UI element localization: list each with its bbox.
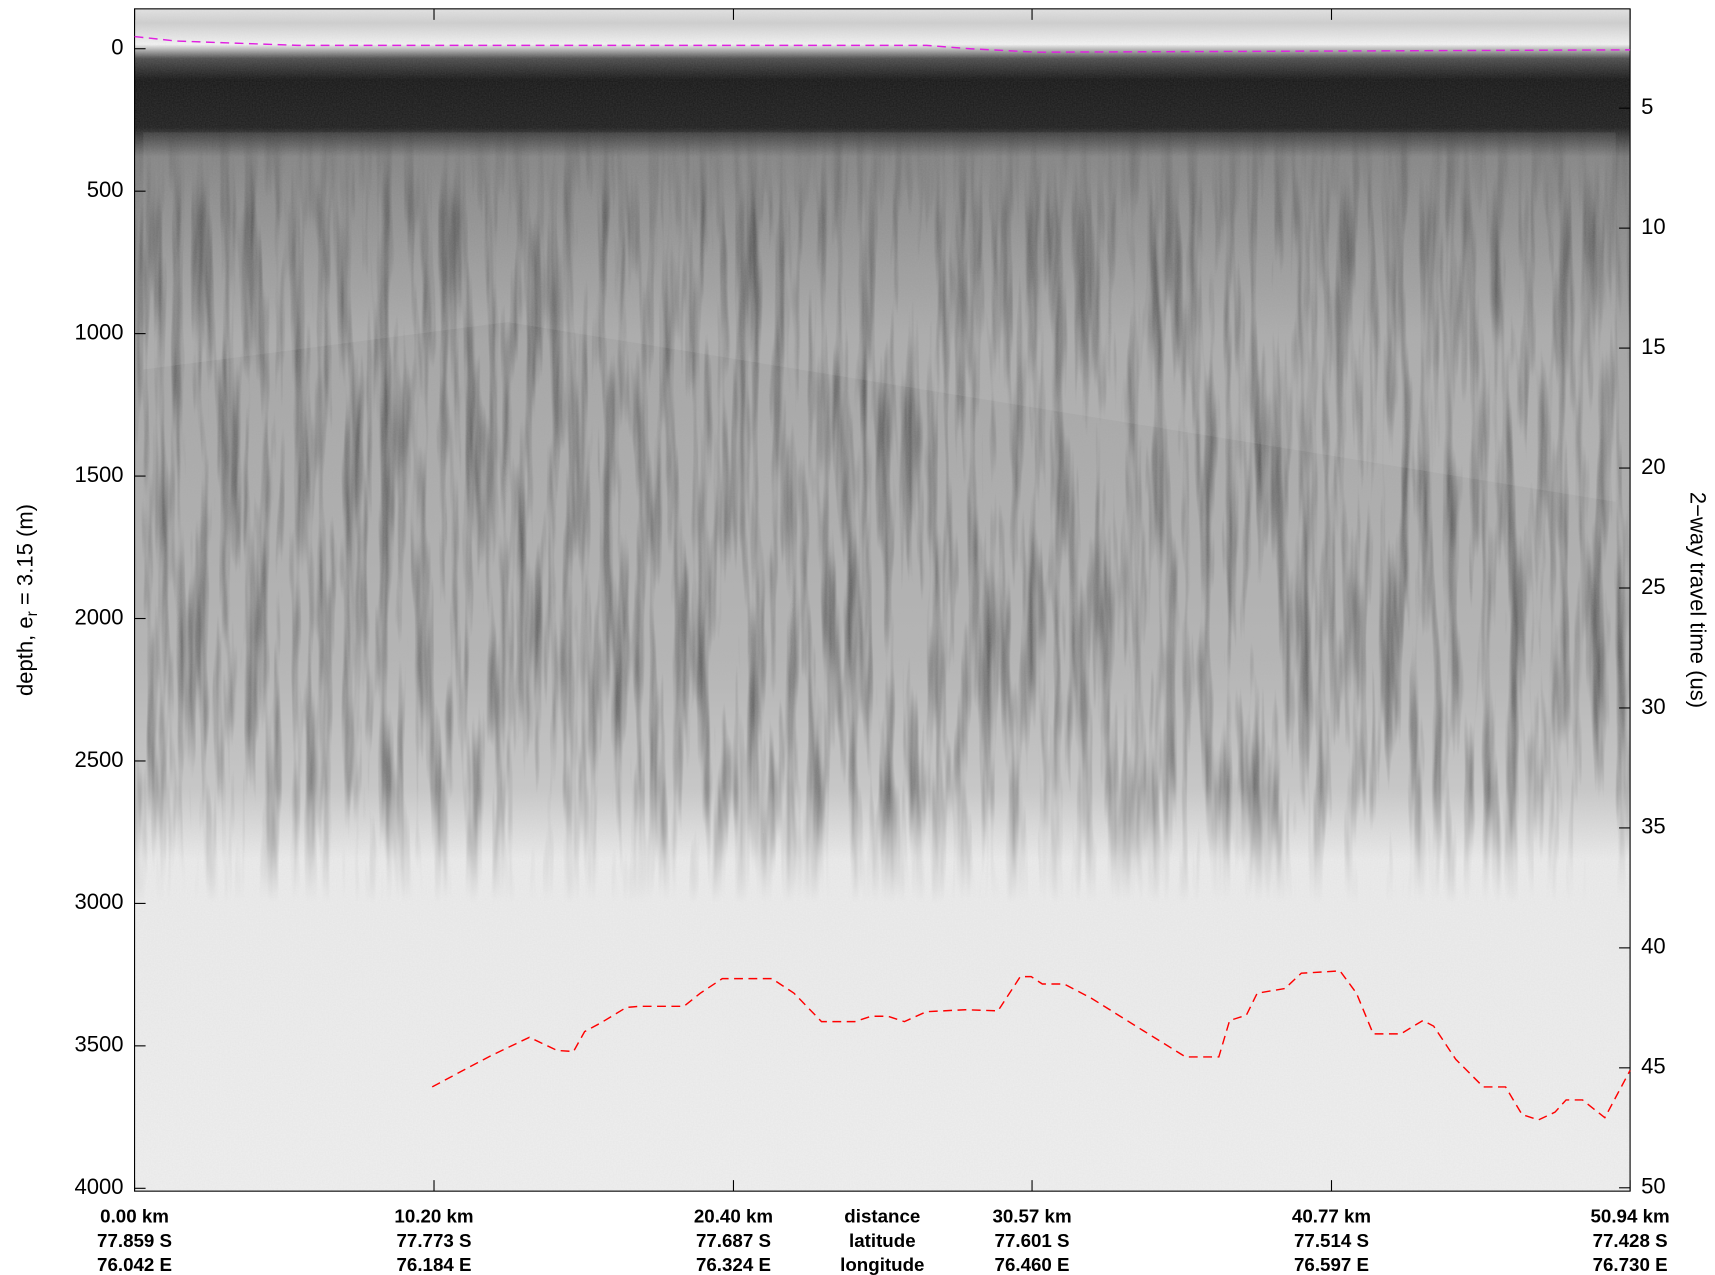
- y-tick-label: 2500: [74, 747, 123, 772]
- x-axis-label: latitude: [849, 1230, 916, 1251]
- y2-tick-label: 15: [1641, 334, 1666, 359]
- x-tick-label: 40.77 km: [1292, 1206, 1371, 1227]
- radargram-image: [134, 8, 1631, 1192]
- y2-tick-label: 35: [1641, 814, 1666, 839]
- y2-tick-label: 10: [1641, 214, 1666, 239]
- y2-tick-label: 25: [1641, 574, 1666, 599]
- y-tick-label: 2000: [74, 604, 123, 629]
- series-line: [431, 970, 1631, 1121]
- y2-tick-label: 50: [1641, 1174, 1666, 1199]
- series-line: [134, 35, 1631, 53]
- x-tick-label: 50.94 km: [1590, 1206, 1669, 1227]
- x-tick-label: 20.40 km: [694, 1206, 773, 1227]
- y2-tick-label: 45: [1641, 1054, 1666, 1079]
- x-tick-longitude: 76.597 E: [1294, 1254, 1369, 1275]
- y2-tick-label: 30: [1641, 694, 1666, 719]
- x-tick-longitude: 76.324 E: [696, 1254, 771, 1275]
- y2-axis-label: 2−way travel time (us): [1685, 492, 1710, 708]
- x-tick-longitude: 76.184 E: [397, 1254, 472, 1275]
- y-tick-label: 4000: [74, 1174, 123, 1199]
- x-tick-longitude: 76.460 E: [995, 1254, 1070, 1275]
- x-tick-latitude: 77.428 S: [1593, 1230, 1668, 1251]
- x-tick-label: 30.57 km: [992, 1206, 1071, 1227]
- x-tick-longitude: 76.730 E: [1593, 1254, 1668, 1275]
- x-axis-label: longitude: [840, 1254, 924, 1275]
- x-tick-latitude: 77.514 S: [1294, 1230, 1369, 1251]
- x-tick-latitude: 77.687 S: [696, 1230, 771, 1251]
- x-tick-label: 10.20 km: [394, 1206, 473, 1227]
- y-tick-label: 0: [111, 35, 123, 60]
- y-tick-label: 1500: [74, 462, 123, 487]
- x-tick-latitude: 77.773 S: [397, 1230, 472, 1251]
- y-tick-label: 500: [87, 177, 124, 202]
- y2-tick-label: 20: [1641, 454, 1666, 479]
- y-axis-label: depth, er = 3.15 (m): [12, 504, 41, 696]
- y-tick-label: 1000: [74, 319, 123, 344]
- x-axis-label: distance: [844, 1206, 920, 1227]
- y2-tick-label: 5: [1641, 94, 1653, 119]
- plot-frame: [134, 8, 1631, 1192]
- x-tick-label: 0.00 km: [100, 1206, 169, 1227]
- x-tick-longitude: 76.042 E: [97, 1254, 172, 1275]
- x-tick-latitude: 77.859 S: [97, 1230, 172, 1251]
- y-tick-label: 3000: [74, 889, 123, 914]
- y-tick-label: 3500: [74, 1032, 123, 1057]
- x-tick-latitude: 77.601 S: [995, 1230, 1070, 1251]
- y2-tick-label: 40: [1641, 934, 1666, 959]
